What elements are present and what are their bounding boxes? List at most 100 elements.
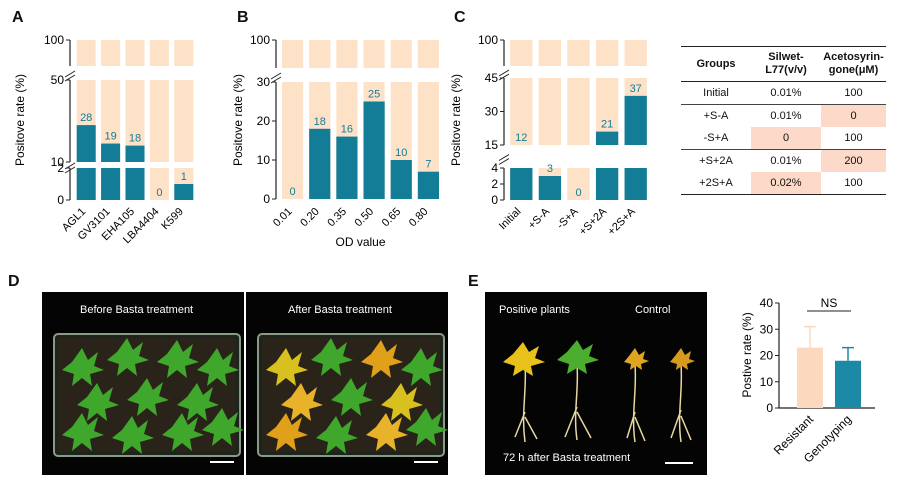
data-label: 18: [314, 116, 326, 128]
table-row: +S+2A 0.01% 200: [681, 149, 886, 172]
x-tick-label: Initial: [497, 206, 524, 233]
axis-break-mark: [498, 154, 510, 165]
table-cell-silwet: 0.02%: [751, 172, 821, 195]
y-tick-label: 10: [760, 375, 774, 389]
y-tick-label: 4: [491, 161, 498, 175]
background-bar: [125, 80, 145, 162]
x-tick-label: -S+A: [555, 205, 581, 231]
data-label: 25: [368, 89, 380, 101]
bar: [363, 101, 385, 199]
bar: [174, 184, 194, 200]
data-label: 0: [575, 187, 581, 199]
background-bar: [567, 78, 590, 145]
panel-letter-a: A: [12, 9, 24, 26]
background-bar: [595, 40, 619, 66]
background-bar: [281, 82, 304, 199]
x-tick-label: K599: [159, 206, 186, 233]
panel-letter-b: B: [237, 9, 249, 26]
background-bar: [76, 40, 96, 66]
bar: [797, 347, 823, 408]
y-tick-label: 20: [760, 349, 774, 363]
bar: [125, 145, 145, 162]
y-tick-label: 15: [485, 138, 499, 152]
bar: [595, 131, 619, 145]
axis-break-mark: [498, 69, 510, 81]
bar: [624, 95, 647, 145]
chart-c: 12 Initial 3 +S-A 0 -S+A 21 +S+2A 37 +2S+A 0 2 4 15 30…: [449, 33, 647, 238]
photo-label-before: Before Basta treatment: [80, 304, 194, 316]
table-cell-aceto: 0: [821, 104, 886, 127]
x-axis-label: OD value: [335, 235, 385, 249]
table-cell-group: -S+A: [703, 132, 729, 144]
table-cell-aceto: 200: [821, 149, 886, 172]
background-bar: [149, 40, 169, 66]
photo-label-control: Control: [635, 304, 671, 316]
bar: [417, 171, 440, 199]
data-label: 37: [630, 83, 642, 95]
data-label: 21: [601, 119, 613, 131]
seedling-tray-image: [53, 333, 244, 457]
background-bar: [417, 82, 440, 199]
bar: [309, 128, 331, 199]
background-bar: [595, 78, 619, 145]
background-bar: [538, 40, 562, 66]
table-row: +2S+A 0.02% 100: [681, 172, 886, 195]
x-tick-label: 0.01: [271, 206, 295, 230]
table-cell-group: +S+2A: [681, 149, 751, 172]
x-tick-label: 0.65: [380, 206, 404, 230]
bar: [101, 168, 121, 200]
bar: [336, 136, 358, 199]
background-bar: [125, 40, 145, 66]
y-tick-label: 0: [766, 401, 773, 415]
x-tick-label: 0.20: [298, 206, 322, 230]
table-header-aceto: Acetosyrin- gone(μM): [821, 46, 886, 82]
panel-letter-c: C: [454, 9, 466, 26]
conditions-table: Groups Silwet- L77(v/v) Acetosyrin- gone…: [681, 46, 886, 195]
y-tick-label: 100: [478, 33, 498, 47]
table-row: Initial 0.01% 100: [681, 82, 886, 105]
panel-letter-d: D: [8, 273, 20, 290]
table-cell-aceto: 100: [821, 172, 886, 195]
table-cell-group: +S-A: [681, 104, 751, 127]
photo-before-basta: Before Basta treatment: [42, 292, 244, 475]
background-bar: [149, 168, 169, 200]
bar: [835, 360, 861, 408]
table-header-groups: Groups: [681, 46, 751, 82]
data-label: 1: [181, 171, 187, 183]
y-tick-label: 0: [491, 193, 498, 207]
y-tick-label: 40: [760, 296, 774, 310]
data-label: 10: [395, 147, 407, 159]
data-label: 28: [80, 112, 92, 124]
table-cell-group: +2S+A: [681, 172, 751, 195]
x-tick-label: +2S+A: [606, 205, 639, 238]
y-axis-label: Postive rate (%): [740, 312, 754, 397]
y-tick-label: 50: [51, 73, 65, 87]
background-bar: [567, 168, 590, 200]
table-header-silwet: Silwet- L77(v/v): [751, 46, 821, 82]
x-tick-label: 0.35: [325, 206, 349, 230]
y-axis-label: Positove rate (%): [231, 74, 245, 166]
x-tick-label: +S+2A: [577, 205, 610, 238]
background-bar: [510, 78, 533, 145]
bar: [538, 176, 562, 200]
background-bar: [567, 40, 590, 66]
bar: [595, 168, 619, 200]
bar: [390, 160, 412, 199]
photo-label-positive: Positive plants: [499, 304, 570, 316]
table-row: -S+A 0 100: [681, 127, 886, 150]
scale-bar: [210, 461, 234, 463]
chart-b: 00.01180.20160.35250.50100.6570.80010203…: [231, 33, 440, 249]
significance-label: NS: [821, 296, 838, 310]
background-bar: [510, 40, 533, 66]
table-cell-silwet: 0.01%: [751, 149, 821, 172]
photo-positive-vs-control: Positive plants Control 72 h after Basta…: [485, 292, 707, 475]
bar: [510, 168, 533, 200]
background-bar: [174, 40, 194, 66]
y-tick-label: 10: [257, 153, 271, 167]
scale-bar: [665, 462, 693, 464]
background-bar: [390, 40, 412, 68]
bar: [76, 168, 96, 200]
x-tick-label: +S-A: [526, 205, 552, 231]
y-tick-label: 0: [57, 193, 64, 207]
table-cell-silwet: 0.01%: [751, 104, 821, 127]
